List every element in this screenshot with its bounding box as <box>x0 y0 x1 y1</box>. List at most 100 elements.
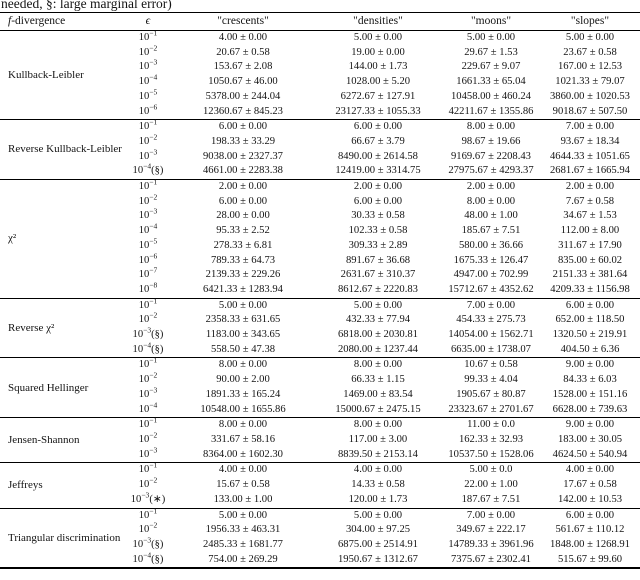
result-value: 5.00 ± 0.0 <box>469 464 513 476</box>
result-value: 27975.67 ± 4293.37 <box>448 165 534 177</box>
result-value: 5.00 ± 0.00 <box>353 299 403 311</box>
table-row: Reverse χ² 10−1 5.00 ± 0.00 5.00 ± 0.00 7.00… <box>0 296 640 334</box>
table-row: χ² 10−1 2.00 ± 0.00 2.00 ± 0.00 2.00 ± 0.00 2… <box>0 177 640 244</box>
header-f-divergence-italic: f <box>8 15 12 27</box>
result-value: 11.00 ± 0.0 <box>467 419 515 431</box>
table-row: 10−4 10548.00 ± 1655.86 15000.67 ± 2475.15… <box>0 401 640 418</box>
result-value: 102.33 ± 0.58 <box>348 225 408 237</box>
epsilon-value: 10−5 <box>138 87 158 102</box>
result-value: 28.00 ± 0.00 <box>216 210 270 222</box>
result-value: 2139.33 ± 229.26 <box>205 269 281 281</box>
table-row: 10−7 2139.33 ± 229.26 2631.67 ± 310.37 4947… <box>0 265 640 283</box>
result-value: 29.67 ± 1.53 <box>464 46 518 58</box>
result-value: 891.67 ± 36.68 <box>345 254 411 266</box>
result-value: 835.00 ± 60.02 <box>557 254 623 266</box>
result-value: 1469.00 ± 83.54 <box>343 388 413 400</box>
table-row: 10−2 331.67 ± 58.16 117.00 ± 3.00 162.33 ± … <box>0 430 640 448</box>
result-value: 4.00 ± 0.00 <box>218 32 268 43</box>
result-value: 311.67 ± 17.90 <box>558 239 622 251</box>
result-value: 304.00 ± 97.25 <box>345 524 411 536</box>
result-value: 10537.50 ± 1528.06 <box>448 448 534 460</box>
result-value: 95.33 ± 2.52 <box>216 225 270 237</box>
epsilon-value: 10−4(§) <box>132 161 164 177</box>
result-value: 23323.67 ± 2701.67 <box>448 403 534 415</box>
divergence-block: Reverse χ² 10−1 5.00 ± 0.00 5.00 ± 0.00 7.00… <box>0 296 640 358</box>
epsilon-value: 10−4 <box>138 221 158 237</box>
result-value: 99.33 ± 4.04 <box>464 374 518 386</box>
epsilon-value: 10−3(∗) <box>130 490 166 505</box>
table-row: 10−2 15.67 ± 0.58 14.33 ± 0.58 22.00 ± 1.00… <box>0 476 640 493</box>
result-value: 8.00 ± 0.00 <box>466 121 516 133</box>
result-value: 1021.33 ± 79.07 <box>555 76 625 88</box>
table-row: 10−4(§) 558.50 ± 47.38 2080.00 ± 1237.44 66… <box>0 341 640 358</box>
epsilon-value: 10−1 <box>138 296 158 311</box>
result-value: 15.67 ± 0.58 <box>216 479 270 491</box>
table-row: 10−3 8364.00 ± 1602.30 8839.50 ± 2153.14 10… <box>0 446 640 463</box>
table-row: 10−5 278.33 ± 6.81 309.33 ± 2.89 580.00 ± 3… <box>0 237 640 254</box>
divergence-block: Triangular discrimination 10−1 5.00 ± 0.00… <box>0 507 640 569</box>
result-value: 9038.00 ± 2327.37 <box>203 150 283 162</box>
result-value: 6818.00 ± 2030.81 <box>338 329 418 341</box>
result-value: 142.00 ± 10.53 <box>557 493 623 505</box>
result-value: 2485.33 ± 1681.77 <box>203 538 283 550</box>
result-value: 1661.33 ± 65.04 <box>456 76 526 88</box>
epsilon-value: 10−1 <box>138 177 158 193</box>
table-row: 10−3(§) 1183.00 ± 343.65 6818.00 ± 2030.81… <box>0 326 640 343</box>
epsilon-value: 10−7 <box>138 265 158 281</box>
table-row: 10−5 5378.00 ± 244.04 6272.67 ± 127.91 1045… <box>0 87 640 105</box>
epsilon-value: 10−2 <box>138 370 158 386</box>
result-value: 7.00 ± 0.00 <box>466 509 516 521</box>
table-row: Jeffreys 10−1 4.00 ± 0.00 4.00 ± 0.00 5.00 ±… <box>0 460 640 491</box>
result-value: 8.00 ± 0.00 <box>353 419 403 431</box>
result-value: 14789.33 ± 3961.96 <box>448 538 534 550</box>
result-value: 4209.33 ± 1156.98 <box>550 283 630 295</box>
table-row: Squared Hellinger 10−1 8.00 ± 0.00 8.00 ± 0… <box>0 357 640 394</box>
table-row: Triangular discrimination 10−1 5.00 ± 0.00… <box>0 507 640 544</box>
result-value: 6.00 ± 0.00 <box>218 121 268 133</box>
epsilon-value: 10−4(§) <box>132 550 164 565</box>
table-row: 10−4(§) 754.00 ± 269.29 1950.67 ± 1312.67 7… <box>0 550 640 569</box>
table-row: 10−6 789.33 ± 64.73 891.67 ± 36.68 1675.33 … <box>0 252 640 269</box>
result-value: 2080.00 ± 1237.44 <box>338 343 418 355</box>
table-row: 10−6 12360.67 ± 845.23 23127.33 ± 1055.33 4… <box>0 103 640 120</box>
result-value: 187.67 ± 7.51 <box>461 493 521 505</box>
result-value: 229.67 ± 9.07 <box>461 61 521 73</box>
result-value: 1320.50 ± 219.91 <box>552 329 628 341</box>
epsilon-value: 10−2 <box>138 192 158 207</box>
result-value: 12419.00 ± 3314.75 <box>335 165 421 177</box>
results-table: f-divergence ϵ "crescents" "densities" "… <box>0 12 640 570</box>
result-value: 19.00 ± 0.00 <box>351 46 405 58</box>
result-value: 2.00 ± 0.00 <box>353 181 403 193</box>
header-f-divergence: f-divergence <box>0 12 124 31</box>
result-value: 162.33 ± 32.93 <box>458 433 524 445</box>
epsilon-value: 10−1 <box>138 460 158 476</box>
result-value: 5.00 ± 0.00 <box>218 509 268 521</box>
divergence-block: Jensen-Shannon 10−1 8.00 ± 0.00 8.00 ± 0.00… <box>0 417 640 463</box>
table-row: Jensen-Shannon 10−1 8.00 ± 0.00 8.00 ± 0.00… <box>0 417 640 446</box>
result-value: 98.67 ± 19.66 <box>461 135 521 147</box>
result-value: 2358.33 ± 631.65 <box>205 314 281 326</box>
result-value: 3860.00 ± 1020.53 <box>550 90 630 102</box>
divergence-block: Reverse Kullback-Leibler 10−1 6.00 ± 0.00 6… <box>0 118 640 180</box>
result-value: 5.00 ± 0.00 <box>466 32 516 43</box>
result-value: 9169.67 ± 2208.43 <box>451 150 531 162</box>
result-value: 90.00 ± 2.00 <box>216 374 270 386</box>
result-value: 8.00 ± 0.00 <box>353 359 403 371</box>
result-value: 66.67 ± 3.79 <box>351 135 405 147</box>
result-value: 580.00 ± 36.66 <box>458 239 524 251</box>
result-value: 6635.00 ± 1738.07 <box>451 343 531 355</box>
result-value: 167.00 ± 12.53 <box>557 61 623 73</box>
table-row: 10−3 153.67 ± 2.08 144.00 ± 1.73 229.67 ± 9… <box>0 59 640 75</box>
result-value: 9.00 ± 0.00 <box>565 419 615 431</box>
result-value: 5.00 ± 0.00 <box>565 32 615 43</box>
result-value: 144.00 ± 1.73 <box>348 61 408 73</box>
result-value: 2631.67 ± 310.37 <box>340 269 416 281</box>
result-value: 652.00 ± 118.50 <box>555 314 625 326</box>
result-value: 8490.00 ± 2614.58 <box>338 150 418 162</box>
divergence-label: Squared Hellinger <box>8 381 89 394</box>
epsilon-value: 10−2 <box>138 430 158 445</box>
result-value: 84.33 ± 6.03 <box>563 374 617 386</box>
header-crescents: "crescents" <box>172 12 314 31</box>
result-value: 1950.67 ± 1312.67 <box>338 553 418 565</box>
result-value: 4.00 ± 0.00 <box>353 464 403 476</box>
